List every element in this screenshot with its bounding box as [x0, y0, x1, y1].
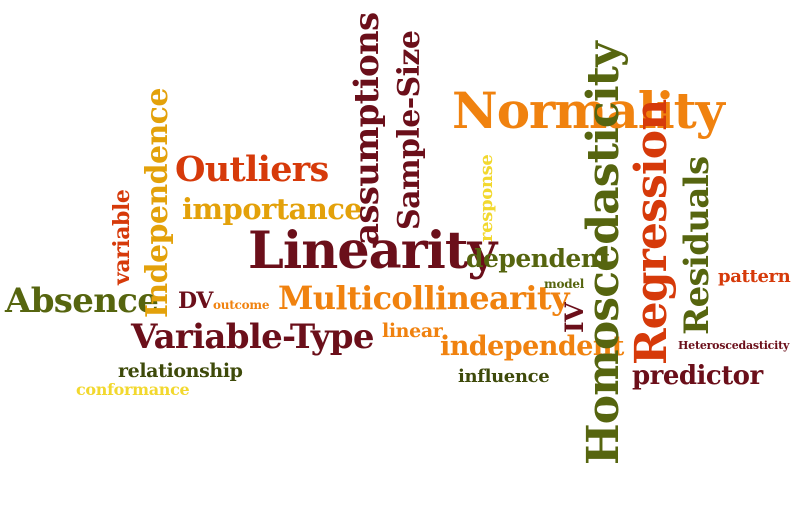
word-pattern: pattern [718, 266, 791, 287]
word-sample-size: Sample-Size [392, 30, 427, 230]
word-outliers: Outliers [175, 149, 329, 190]
word-relationship: relationship [118, 360, 243, 382]
word-predictor: predictor [632, 361, 763, 391]
word-influence: influence [458, 366, 550, 387]
word-conformance: conformance [76, 380, 190, 399]
word-independence: Independence [140, 88, 175, 318]
word-linearity: Linearity [248, 221, 497, 281]
word-heteroscedasticity: Heteroscedasticity [678, 339, 790, 352]
word-multicollinearity: Multicollinearity [278, 279, 570, 317]
word-independent: independent [440, 331, 624, 362]
word-iv: IV [560, 302, 589, 333]
word-homoscedasticity: Homoscedasticity [578, 42, 629, 465]
word-residuals: Residuals [677, 156, 717, 335]
word-variable: variable [109, 189, 135, 285]
word-variable-type: Variable-Type [131, 317, 375, 357]
word-normality: Normality [452, 81, 725, 140]
word-regression: Regression [626, 99, 677, 365]
word-absence: Absence [5, 281, 159, 321]
word-assumptions: assumptions [347, 12, 387, 245]
word-dv: DV [178, 288, 213, 314]
word-response: response [476, 154, 497, 242]
word-dependent: dependent [466, 244, 610, 273]
word-importance: importance [182, 192, 363, 226]
word-linear: linear [382, 320, 443, 342]
word-model: model [544, 277, 585, 291]
word-outcome: outcome [213, 298, 270, 312]
